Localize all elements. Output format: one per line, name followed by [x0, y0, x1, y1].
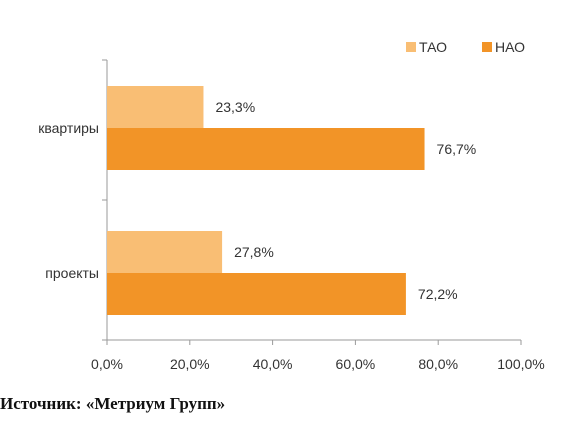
- x-tick-label: 20,0%: [170, 356, 210, 372]
- data-label: 76,7%: [437, 141, 477, 157]
- bar-tao: [107, 86, 204, 128]
- legend-swatch-nao: [482, 42, 492, 52]
- category-label: проекты: [45, 265, 99, 281]
- data-label: 72,2%: [418, 286, 458, 302]
- chart-labels: квартиры 23,3% 76,7% проекты 27,8% 72,2%: [38, 99, 476, 302]
- bar-tao: [107, 231, 223, 273]
- chart-axes: 0,0% 20,0% 40,0% 60,0% 80,0% 100,0%: [91, 59, 545, 372]
- legend-label-tao: ТАО: [419, 39, 447, 55]
- chart-bars: [107, 86, 425, 315]
- data-label: 27,8%: [234, 244, 274, 260]
- bar-chart: 0,0% 20,0% 40,0% 60,0% 80,0% 100,0% квартиры 2…: [38, 39, 545, 372]
- x-tick-label: 100,0%: [497, 356, 544, 372]
- bar-nao: [107, 128, 425, 170]
- chart-legend: ТАО НАО: [406, 39, 525, 55]
- source-caption: Источник: «Метриум Групп»: [0, 394, 226, 413]
- x-tick-label: 80,0%: [418, 356, 458, 372]
- bar-nao: [107, 273, 406, 315]
- category-label: квартиры: [38, 120, 99, 136]
- legend-swatch-tao: [406, 42, 416, 52]
- x-tick-label: 0,0%: [91, 356, 123, 372]
- x-tick-label: 60,0%: [336, 356, 376, 372]
- legend-label-nao: НАО: [495, 39, 525, 55]
- data-label: 23,3%: [215, 99, 255, 115]
- x-tick-label: 40,0%: [253, 356, 293, 372]
